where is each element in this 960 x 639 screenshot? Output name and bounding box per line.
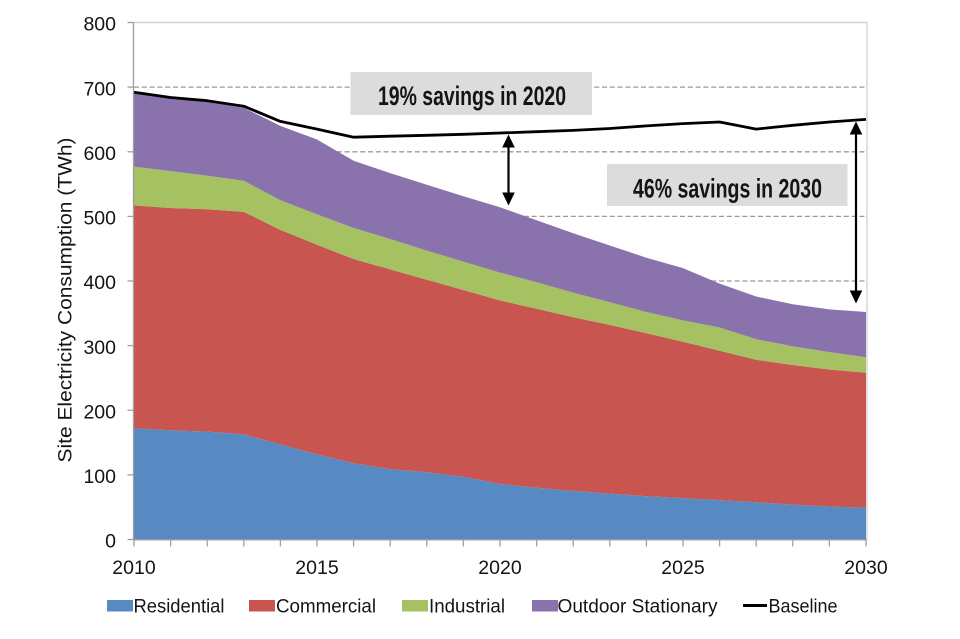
svg-text:Commercial: Commercial bbox=[276, 596, 376, 618]
svg-text:2025: 2025 bbox=[661, 557, 705, 579]
svg-text:400: 400 bbox=[83, 272, 116, 294]
svg-text:Residential: Residential bbox=[134, 596, 225, 618]
svg-text:600: 600 bbox=[83, 143, 116, 165]
svg-text:500: 500 bbox=[83, 208, 116, 230]
svg-text:300: 300 bbox=[83, 337, 116, 359]
svg-text:200: 200 bbox=[83, 401, 116, 423]
svg-text:2015: 2015 bbox=[295, 557, 339, 579]
svg-text:2020: 2020 bbox=[478, 557, 522, 579]
svg-text:Industrial: Industrial bbox=[429, 596, 505, 618]
svg-text:2030: 2030 bbox=[844, 557, 888, 579]
svg-text:Baseline: Baseline bbox=[769, 596, 838, 618]
svg-text:Site Electricity Consumption (: Site Electricity Consumption (TWh) bbox=[55, 138, 77, 463]
svg-text:Outdoor Stationary: Outdoor Stationary bbox=[558, 596, 718, 618]
svg-text:100: 100 bbox=[83, 466, 116, 488]
svg-text:19% savings in 2020: 19% savings in 2020 bbox=[378, 81, 566, 111]
svg-text:700: 700 bbox=[83, 78, 116, 100]
svg-text:46% savings in 2030: 46% savings in 2030 bbox=[633, 174, 822, 204]
svg-text:0: 0 bbox=[105, 531, 116, 553]
svg-text:800: 800 bbox=[83, 14, 116, 36]
svg-text:2010: 2010 bbox=[112, 557, 156, 579]
